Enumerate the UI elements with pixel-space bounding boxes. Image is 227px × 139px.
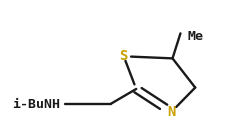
- Text: N: N: [167, 105, 175, 119]
- Text: S: S: [120, 49, 128, 63]
- Text: i-BuNH: i-BuNH: [12, 98, 60, 111]
- Text: Me: Me: [187, 30, 203, 43]
